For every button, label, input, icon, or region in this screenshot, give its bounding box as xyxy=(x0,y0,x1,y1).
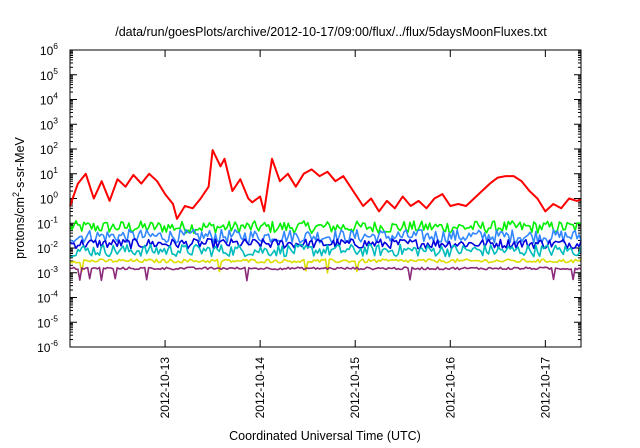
y-axis-ticks: 10-6 10-5 10-4 10-3 10-2 10-1 100 101 102 103 104 1… xyxy=(37,41,581,355)
y-tick-label: 10-3 xyxy=(37,264,58,281)
series-line-5 xyxy=(69,258,582,274)
x-tick-label: 2012-10-16 xyxy=(443,357,457,419)
x-tick-label: 2012-10-13 xyxy=(158,357,172,419)
series-line-3 xyxy=(69,237,582,250)
y-tick-label: 10-6 xyxy=(37,338,58,355)
chart-title: /data/run/goesPlots/archive/2012-10-17/0… xyxy=(115,25,547,39)
y-tick-label: 10-2 xyxy=(37,239,58,256)
x-axis-label: Coordinated Universal Time (UTC) xyxy=(229,429,421,443)
y-tick-label: 100 xyxy=(40,190,58,207)
series-layer xyxy=(69,149,582,282)
y-axis-label: protons/cm2-s-sr-MeV xyxy=(11,136,27,258)
y-tick-label: 101 xyxy=(40,165,58,182)
x-tick-label: 2012-10-14 xyxy=(253,357,267,419)
x-tick-label: 2012-10-17 xyxy=(538,357,552,419)
series-line-4 xyxy=(69,243,582,258)
series-line-0 xyxy=(69,149,582,220)
y-tick-label: 106 xyxy=(40,41,58,58)
series-line-2 xyxy=(69,228,582,244)
y-tick-label: 102 xyxy=(40,140,58,157)
series-line-1 xyxy=(69,220,582,234)
x-axis-ticks: 2012-10-13 2012-10-14 2012-10-15 2012-10-16… xyxy=(158,50,552,418)
y-tick-label: 10-5 xyxy=(37,313,58,330)
plot-frame xyxy=(69,49,582,348)
y-tick-label: 103 xyxy=(40,115,58,132)
series-line-6 xyxy=(69,266,582,282)
y-tick-label: 10-1 xyxy=(37,214,58,231)
y-tick-label: 10-4 xyxy=(37,289,58,306)
x-tick-label: 2012-10-15 xyxy=(348,357,362,419)
y-tick-label: 105 xyxy=(40,66,58,83)
y-tick-label: 104 xyxy=(40,91,58,108)
